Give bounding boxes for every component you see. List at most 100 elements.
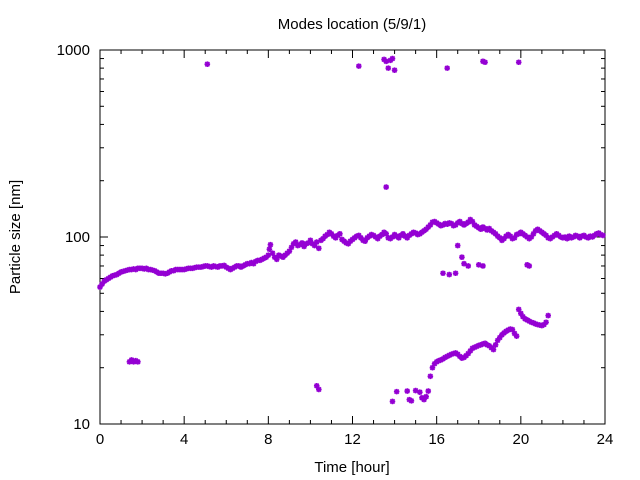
data-point [97,284,103,290]
data-point [507,233,514,239]
y-tick-label: 100 [65,229,90,246]
data-point [313,383,320,389]
data-point [266,246,273,253]
data-point [383,231,389,237]
data-point [328,231,335,237]
data-point [358,235,364,241]
data-point [404,235,411,241]
data-point [471,344,478,351]
data-point [286,248,293,254]
data-point [385,235,392,241]
data-point [465,350,472,357]
data-point [486,225,493,232]
data-point [389,398,396,405]
data-point [478,226,484,233]
data-point [513,333,520,339]
data-point [305,240,312,246]
data-point [454,242,461,249]
data-point [395,235,402,241]
x-tick-label: 20 [512,431,529,448]
data-point [273,256,280,263]
data-point [288,244,295,251]
data-point [353,233,360,239]
x-axis-label: Time [hour] [314,459,389,476]
data-point [541,321,547,328]
data-point [393,388,400,395]
data-point [400,231,406,237]
data-point [509,235,516,242]
data-point [250,260,257,267]
data-point [292,239,299,245]
data-point [587,233,594,239]
data-point [301,243,307,250]
data-point [515,306,522,313]
data-point [526,263,533,269]
data-point [391,67,398,73]
data-point [496,334,503,341]
y-axis-label: Particle size [nm] [7,180,24,294]
data-point [408,398,415,404]
data-point [389,234,396,240]
data-point [271,254,278,260]
data-point [452,270,459,277]
x-tick-label: 16 [428,431,445,448]
data-point [294,242,301,249]
data-point [440,270,446,277]
data-point [385,65,392,71]
data-point [356,63,362,69]
data-point [511,235,518,241]
data-point [515,59,522,66]
data-point [568,235,575,241]
data-point [492,342,499,348]
data-point [135,359,141,365]
data-point [269,250,276,256]
data-point [560,235,566,241]
data-point [429,364,436,371]
data-point [337,231,343,237]
data-point [564,235,570,242]
data-point [404,388,411,394]
data-point [265,252,272,258]
data-point [313,239,320,245]
data-point [316,245,322,252]
data-point [374,235,381,242]
data-point [467,348,474,354]
data-point [579,233,585,239]
data-point [389,55,396,62]
data-point [427,373,434,380]
data-point [267,241,274,248]
data-point [509,326,516,333]
x-axis: 0 4 8 12 16 20 24 [96,50,613,448]
data-point [356,232,362,239]
data-point [461,260,467,267]
data-point [343,240,349,246]
data-point [600,232,606,239]
data-point [543,232,549,239]
data-point [511,330,518,337]
data-point [475,262,482,268]
data-point [465,263,472,269]
data-point [423,393,429,400]
data-point [383,184,389,190]
data-point [530,320,537,326]
data-point [299,240,305,246]
data-point [360,237,366,244]
x-tick-label: 12 [344,431,361,448]
data-points [97,55,606,405]
data-point [494,337,501,344]
y-axis: 10 100 1000 [57,42,605,433]
data-point [345,240,352,247]
data-point [320,235,326,242]
data-point [311,242,318,249]
data-point [427,222,434,228]
data-point [425,388,432,394]
data-point [496,235,503,241]
data-point [383,58,389,65]
data-point [444,65,450,71]
data-point [543,319,549,326]
data-point [99,281,105,287]
data-point [518,310,524,317]
data-point [492,231,499,237]
